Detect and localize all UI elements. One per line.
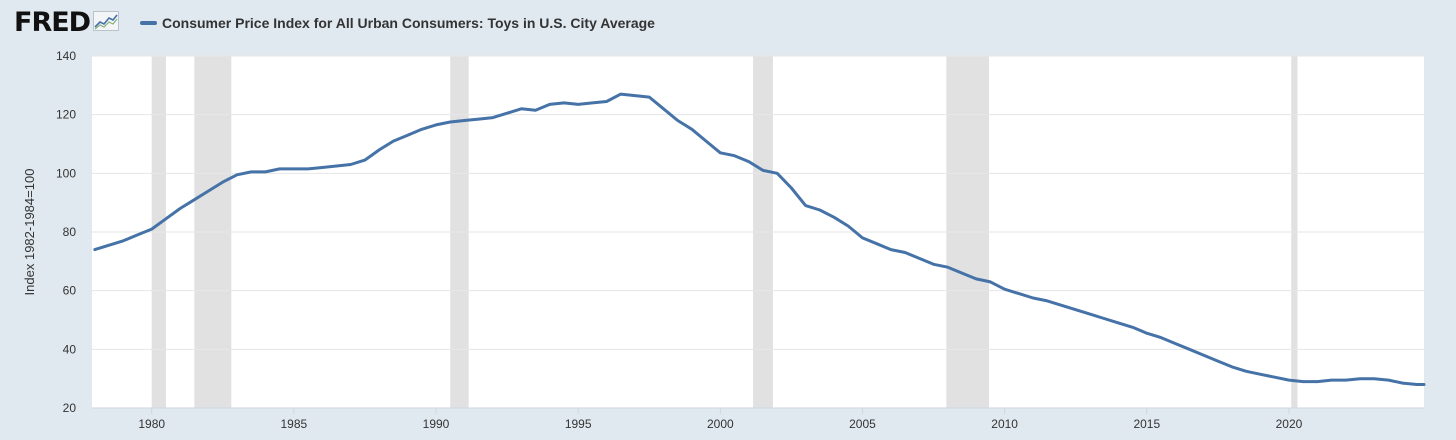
x-tick-label: 1980 — [138, 417, 165, 431]
x-tick-label: 2000 — [707, 417, 734, 431]
x-tick-label: 1995 — [565, 417, 592, 431]
y-tick-label: 80 — [63, 225, 77, 239]
y-tick-label: 60 — [63, 284, 77, 298]
y-tick-label: 100 — [56, 166, 76, 180]
x-tick-label: 2015 — [1133, 417, 1160, 431]
y-axis-label: Index 1982-1984=100 — [22, 169, 37, 296]
x-tick-label: 2020 — [1276, 417, 1303, 431]
x-tick-label: 2005 — [849, 417, 876, 431]
y-tick-label: 40 — [63, 342, 77, 356]
x-tick-label: 1990 — [423, 417, 450, 431]
y-tick-label: 140 — [56, 49, 76, 63]
y-tick-label: 20 — [63, 401, 77, 415]
y-axis: 20 40 60 80 100 120 140 — [56, 49, 76, 415]
y-tick-label: 120 — [56, 108, 76, 122]
x-tick-label: 2010 — [991, 417, 1018, 431]
x-axis: 1980 1985 1990 1995 2000 2005 2010 2015 2020 — [92, 408, 1424, 431]
x-tick-label: 1985 — [281, 417, 308, 431]
